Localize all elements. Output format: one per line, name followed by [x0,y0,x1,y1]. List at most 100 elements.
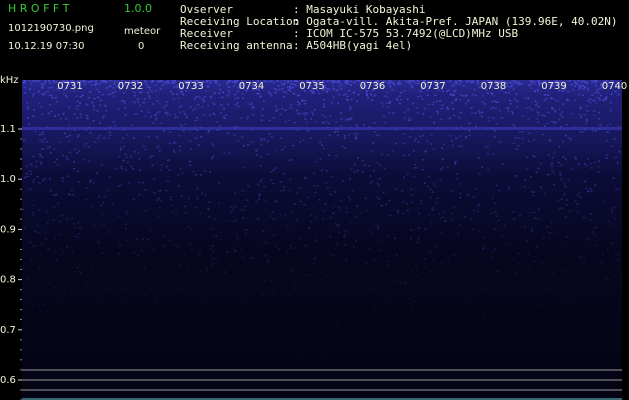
noise-pixel [578,191,581,194]
noise-pixel [58,272,61,274]
noise-pixel [227,90,230,92]
noise-pixel [181,87,184,90]
noise-pixel [121,85,124,87]
noise-pixel [471,112,474,114]
noise-pixel [29,330,32,333]
noise-pixel [386,102,389,104]
noise-pixel [446,90,449,93]
noise-pixel [312,88,315,91]
noise-pixel [41,113,44,116]
noise-pixel [505,243,508,245]
noise-pixel [412,102,415,105]
noise-pixel [181,172,184,174]
noise-pixel [411,80,414,83]
noise-pixel [87,118,89,120]
noise-pixel [485,89,488,91]
noise-pixel [598,160,600,162]
noise-pixel [429,221,432,223]
noise-pixel [231,80,234,83]
noise-pixel [273,87,276,90]
noise-pixel [371,181,374,183]
noise-pixel [601,343,604,345]
noise-pixel [510,353,513,355]
noise-pixel [435,85,438,88]
noise-pixel [327,154,330,156]
noise-pixel [528,106,531,109]
noise-pixel [551,157,554,159]
noise-pixel [24,92,26,94]
noise-pixel [338,93,341,96]
noise-pixel [386,313,389,315]
noise-pixel [213,92,216,94]
noise-pixel [381,153,384,156]
noise-pixel [260,119,263,121]
noise-pixel [172,80,175,82]
noise-pixel [223,117,226,120]
noise-pixel [36,176,39,178]
noise-pixel [487,168,490,171]
noise-pixel [111,92,114,94]
noise-pixel [349,118,352,120]
noise-pixel [293,246,296,249]
noise-pixel [304,99,307,102]
noise-pixel [270,95,273,97]
noise-pixel [274,92,277,94]
noise-pixel [74,148,77,150]
noise-pixel [228,80,231,82]
noise-pixel [189,129,192,131]
noise-pixel [170,204,173,206]
noise-pixel [377,134,380,137]
noise-pixel [238,83,241,85]
noise-pixel [597,166,600,168]
noise-pixel [283,317,286,320]
noise-pixel [53,81,56,84]
noise-pixel [535,104,538,106]
noise-pixel [111,203,114,205]
noise-pixel [378,184,381,187]
noise-pixel [208,80,211,82]
noise-pixel [149,86,151,89]
noise-pixel [307,81,310,83]
noise-pixel [505,82,508,84]
noise-pixel [507,350,510,352]
noise-pixel [153,192,156,194]
noise-pixel [578,93,580,96]
noise-pixel [153,314,156,317]
noise-pixel [533,260,536,262]
noise-pixel [327,122,330,125]
noise-pixel [196,197,199,200]
noise-pixel [198,80,200,83]
noise-pixel [307,274,310,277]
noise-pixel [51,97,54,99]
noise-pixel [257,89,260,91]
noise-pixel [274,200,277,203]
noise-pixel [118,185,120,187]
noise-pixel [451,102,454,104]
noise-pixel [121,81,124,84]
noise-pixel [234,81,237,84]
noise-pixel [68,124,71,127]
noise-pixel [122,159,125,162]
noise-pixel [120,288,123,291]
noise-pixel [145,292,148,295]
noise-pixel [178,149,181,152]
noise-pixel [373,89,376,91]
noise-pixel [310,90,313,93]
noise-pixel [563,83,566,85]
noise-pixel [332,88,335,90]
noise-pixel [537,167,540,170]
noise-pixel [284,121,287,123]
noise-pixel [558,108,561,111]
noise-pixel [368,125,371,128]
noise-pixel [74,226,77,229]
noise-pixel [69,288,72,290]
noise-pixel [87,362,90,364]
noise-pixel [384,95,387,97]
noise-pixel [313,80,316,82]
noise-pixel [164,304,167,306]
noise-pixel [387,235,390,238]
noise-pixel [111,332,114,334]
noise-pixel [434,80,437,82]
noise-pixel [208,216,211,218]
noise-pixel [414,321,417,323]
